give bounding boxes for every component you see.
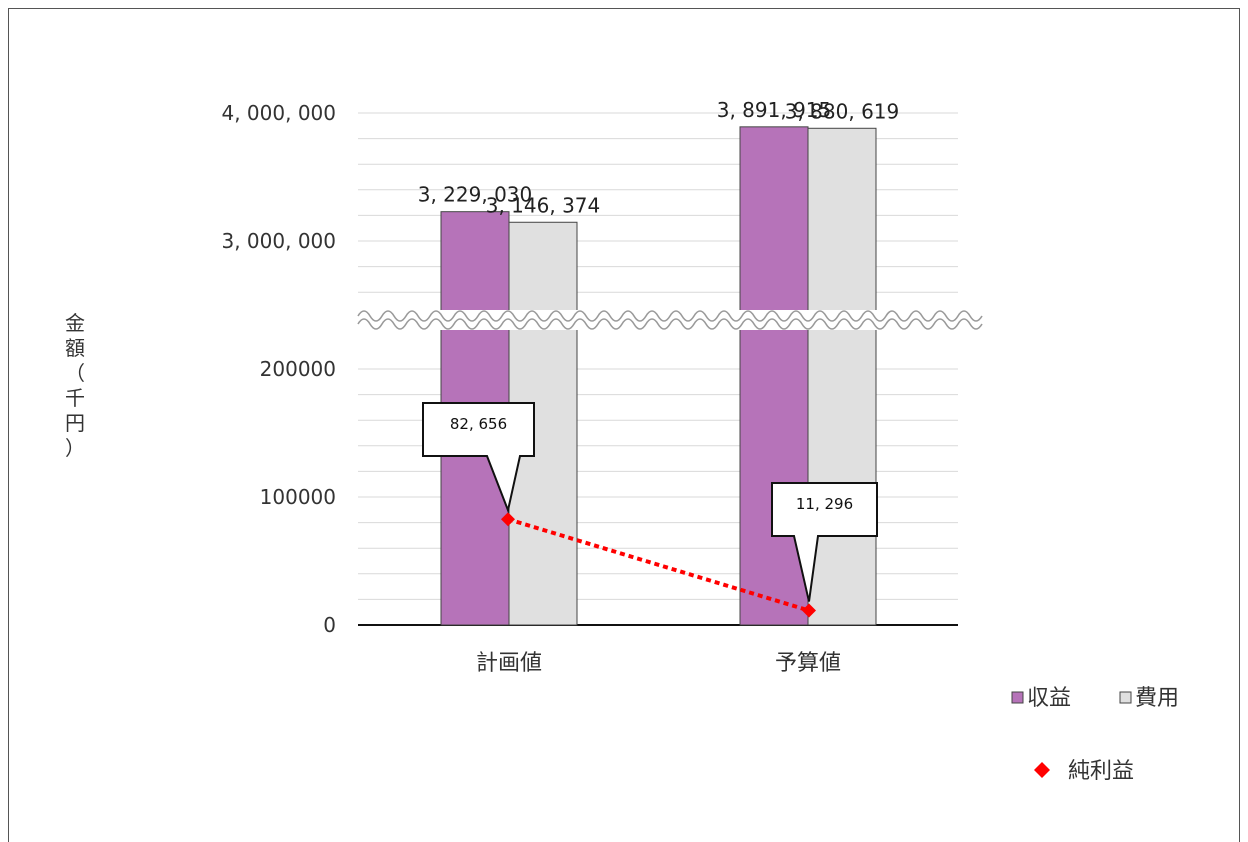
y-axis-title-text: 金額（千円） — [65, 311, 85, 460]
legend-label: 純利益 — [1068, 759, 1134, 784]
y-axis-title-char: 金 — [65, 311, 85, 335]
net-profit-callouts: 82, 656 11, 296 — [422, 402, 878, 602]
y-axis-title-char: 円 — [65, 411, 85, 435]
y-axis-title-char: （ — [65, 361, 85, 385]
y-tick-label: 200000 — [260, 357, 336, 381]
y-tick-label: 100000 — [260, 485, 336, 509]
net-profit-value-label: 11, 296 — [796, 495, 853, 513]
y-tick-label: 4, 000, 000 — [221, 101, 336, 125]
axis-break-wave — [357, 318, 983, 330]
net-profit-line — [501, 512, 816, 618]
y-axis-title-char: 額 — [65, 336, 85, 360]
y-axis-title-char: 千 — [65, 386, 85, 410]
net-profit-value-label: 82, 656 — [450, 415, 507, 433]
y-tick-label: 0 — [323, 613, 336, 637]
y-axis-title: 金額（千円） — [65, 311, 85, 460]
x-category-label: 計画値 — [476, 651, 542, 676]
legend-swatch-revenue — [1011, 691, 1024, 704]
legend-swatch-net-profit — [1034, 762, 1050, 778]
callout-box — [422, 402, 535, 514]
y-tick-label: 3, 000, 000 — [221, 229, 336, 253]
bar-value-label: 3, 146, 374 — [486, 193, 601, 217]
bar-value-label: 3, 229, 030 — [418, 183, 533, 207]
callout-box — [771, 482, 878, 602]
legend-label: 費用 — [1135, 686, 1179, 711]
y-axis-title-char: ） — [65, 436, 85, 460]
net-profit-line-segment — [507, 517, 810, 613]
bar-value-label: 3, 880, 619 — [785, 99, 900, 123]
bar-value-label: 3, 891, 915 — [717, 98, 832, 122]
bar-expense — [807, 127, 877, 626]
legend-label: 収益 — [1027, 686, 1071, 711]
axis-break-wave — [357, 310, 983, 322]
bar-data-labels: 3, 229, 030 3, 891, 915 3, 146, 374 3, 880,… — [418, 98, 900, 217]
axis-break-mark — [357, 310, 983, 330]
y-tick-labels: 0 100000 200000 3, 000, 000 4, 000, 000 — [221, 101, 336, 637]
net-profit-marker — [501, 512, 515, 527]
chart-frame — [8, 8, 1240, 842]
x-category-label: 予算値 — [775, 651, 841, 676]
net-profit-marker — [802, 603, 816, 618]
x-category-labels: 計画値 予算値 — [476, 651, 841, 676]
legend-swatch-expense — [1119, 691, 1132, 704]
